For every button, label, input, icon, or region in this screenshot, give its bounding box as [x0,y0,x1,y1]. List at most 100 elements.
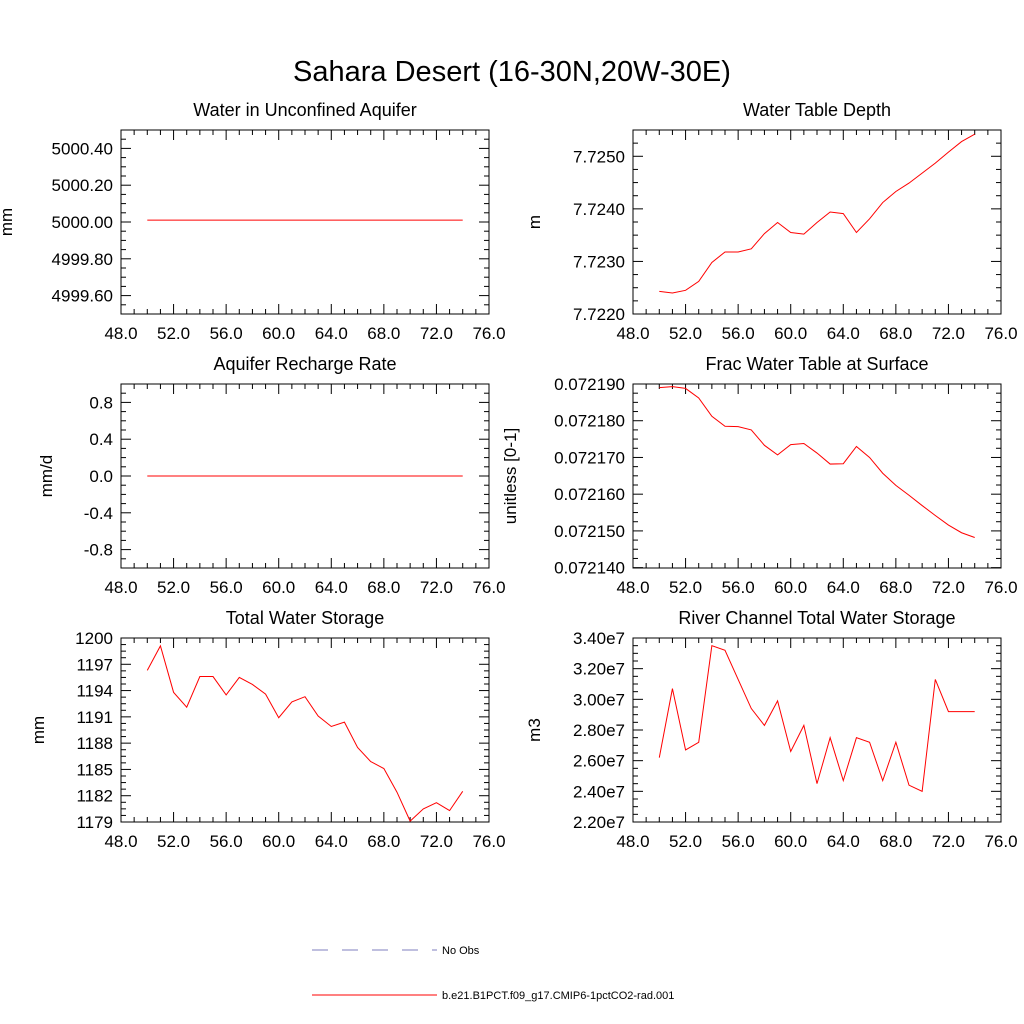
x-tick-label: 64.0 [315,324,348,343]
y-tick-label: 0.072150 [554,522,625,541]
series-line [659,386,975,538]
x-tick-label: 68.0 [367,578,400,597]
y-tick-label: 5000.20 [52,176,113,195]
y-tick-label: 2.80e7 [573,721,625,740]
plot-frame [632,383,1002,569]
panel-title: Water in Unconfined Aquifer [193,100,416,120]
legend: No Obs b.e21.B1PCT.f09_g17.CMIP6-1pctCO2… [312,945,674,1002]
x-tick-label: 72.0 [420,832,453,851]
y-tick-label: 2.60e7 [573,752,625,771]
x-tick-label: 72.0 [420,578,453,597]
x-tick-label: 64.0 [827,832,860,851]
panel-title: Aquifer Recharge Rate [213,354,396,374]
y-tick-label: 0.072180 [554,412,625,431]
panel-6: River Channel Total Water Storage m3 48.0 5… [525,608,1018,851]
x-tick-label: 68.0 [879,832,912,851]
y-axis-label: mm [0,208,16,236]
y-axis-label: m [525,215,544,229]
y-axis-label: m3 [525,718,544,742]
x-tick-label: 76.0 [472,324,505,343]
y-tick-label: 2.40e7 [573,782,625,801]
y-tick-label: 0.4 [89,430,113,449]
y-tick-label: 1200 [75,629,113,648]
panel-5: Total Water Storage mm 48.0 52.0 56.0 60.0 64.… [29,608,506,851]
x-tick-label: 56.0 [210,832,243,851]
x-tick-label: 76.0 [984,832,1017,851]
x-tick-label: 56.0 [722,832,755,851]
x-tick-label: 76.0 [984,578,1017,597]
y-axis-label: mm/d [37,455,56,498]
x-tick-label: 52.0 [669,832,702,851]
x-tick-label: 56.0 [210,578,243,597]
y-tick-label: 0.8 [89,393,113,412]
x-tick-label: 60.0 [262,578,295,597]
x-tick-label: 76.0 [472,578,505,597]
x-tick-label: 52.0 [157,832,190,851]
x-tick-label: 48.0 [104,324,137,343]
x-tick-label: 72.0 [932,832,965,851]
legend-model-label: b.e21.B1PCT.f09_g17.CMIP6-1pctCO2-rad.00… [442,990,674,1002]
x-tick-label: 48.0 [616,324,649,343]
x-tick-label: 48.0 [616,832,649,851]
y-tick-label: 1182 [76,787,113,806]
x-tick-label: 52.0 [669,578,702,597]
y-tick-label: 7.7250 [573,147,625,166]
x-tick-label: 72.0 [932,324,965,343]
x-tick-label: 52.0 [157,578,190,597]
y-tick-label: 0.0 [89,467,113,486]
y-tick-label: 2.20e7 [573,813,625,832]
x-tick-label: 72.0 [932,578,965,597]
x-tick-label: 48.0 [104,578,137,597]
x-tick-label: 72.0 [420,324,453,343]
x-tick-label: 56.0 [722,578,755,597]
y-tick-label: 4999.60 [52,287,113,306]
y-tick-label: 3.20e7 [573,660,625,679]
y-tick-label: 1179 [76,813,113,832]
panel-title: Frac Water Table at Surface [705,354,928,374]
plot-frame [120,637,490,823]
panel-title: Total Water Storage [226,608,384,628]
y-tick-label: 0.072140 [554,559,625,578]
y-tick-label: 1185 [76,760,113,779]
y-tick-label: 1197 [76,655,113,674]
panel-title: River Channel Total Water Storage [678,608,955,628]
y-tick-label: 1194 [76,682,113,701]
y-tick-label: 7.7220 [573,305,625,324]
x-tick-label: 48.0 [616,578,649,597]
y-tick-label: 7.7240 [573,200,625,219]
x-tick-label: 48.0 [104,832,137,851]
x-tick-label: 68.0 [879,324,912,343]
x-tick-label: 52.0 [669,324,702,343]
x-tick-label: 68.0 [879,578,912,597]
panel-3: Aquifer Recharge Rate mm/d 48.0 52.0 56.0 60.… [37,354,506,597]
series-line [658,644,975,793]
x-tick-label: 68.0 [367,832,400,851]
panel-title: Water Table Depth [743,100,891,120]
x-tick-label: 60.0 [262,832,295,851]
series-line [146,644,464,822]
y-axis-label: mm [29,716,48,744]
x-tick-label: 64.0 [315,578,348,597]
y-tick-label: 7.7230 [573,252,625,271]
plot-frame [632,637,1002,823]
x-tick-label: 76.0 [472,832,505,851]
y-tick-label: 0.072190 [554,375,625,394]
y-tick-label: 3.40e7 [573,629,625,648]
plot-frame [120,129,490,315]
legend-no-obs-label: No Obs [442,945,480,957]
y-tick-label: 1191 [76,708,113,727]
y-tick-label: 3.00e7 [573,690,625,709]
x-tick-label: 64.0 [315,832,348,851]
y-tick-label: 4999.80 [52,250,113,269]
panel-1: Water in Unconfined Aquifer mm 48.0 52.0 56.… [0,100,506,343]
x-tick-label: 56.0 [210,324,243,343]
y-tick-label: -0.4 [84,504,113,523]
x-tick-label: 60.0 [774,832,807,851]
x-tick-label: 52.0 [157,324,190,343]
panel-4: Frac Water Table at Surface unitless [0-1… [501,354,1018,597]
y-tick-label: 5000.40 [52,139,113,158]
series-line [659,133,975,294]
x-tick-label: 60.0 [774,578,807,597]
x-tick-label: 76.0 [984,324,1017,343]
